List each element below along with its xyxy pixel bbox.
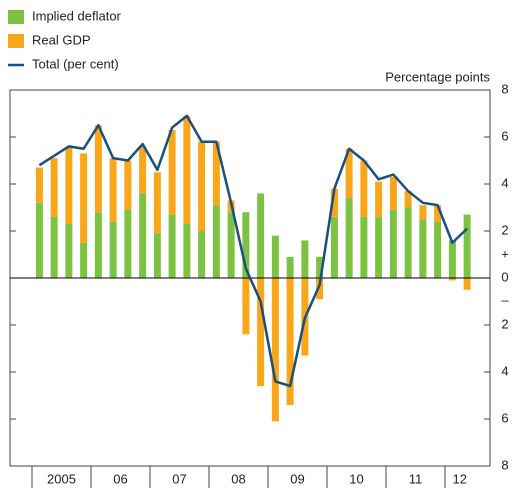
bar — [35, 202, 43, 278]
y-tick-label: 0 — [501, 269, 508, 284]
bar — [345, 198, 353, 278]
bar — [301, 240, 309, 278]
sign-mark: + — [501, 246, 509, 261]
y-tick-label: 6 — [501, 410, 508, 425]
x-tick-label: 10 — [349, 471, 363, 486]
bar — [153, 172, 161, 234]
legend-swatch — [8, 34, 24, 48]
bar — [286, 256, 294, 278]
bar — [153, 233, 161, 278]
y-tick-label: 4 — [501, 363, 508, 378]
y-tick-label: 2 — [501, 222, 508, 237]
bar — [212, 205, 220, 278]
bar — [124, 160, 132, 210]
bar — [257, 193, 265, 278]
y-tick-label: 8 — [501, 457, 508, 472]
legend-swatch — [8, 10, 24, 24]
bar — [168, 129, 176, 215]
bar — [389, 209, 397, 278]
bar — [330, 188, 338, 217]
y-tick-label: 4 — [501, 175, 508, 190]
bar — [65, 223, 73, 278]
x-tick-label: 11 — [409, 471, 423, 486]
y-tick-label: 8 — [501, 81, 508, 96]
y-axis-label: Percentage points — [385, 69, 490, 84]
line — [38, 114, 468, 388]
legend-label: Implied deflator — [32, 8, 122, 23]
x-tick-label: 09 — [290, 471, 304, 486]
legend-label: Total (per cent) — [32, 56, 119, 71]
bar — [124, 209, 132, 278]
bar — [375, 216, 383, 278]
bar — [404, 207, 412, 278]
bar — [419, 205, 427, 220]
bar — [286, 278, 294, 405]
bar — [65, 146, 73, 224]
bar — [35, 167, 43, 203]
bar — [198, 231, 206, 278]
bar — [345, 148, 353, 199]
bar — [448, 240, 456, 278]
bar — [183, 115, 191, 224]
sign-mark: – — [501, 292, 509, 307]
bar — [463, 278, 471, 290]
bar — [109, 158, 117, 222]
bar — [434, 205, 442, 222]
legend-label: Real GDP — [32, 32, 91, 47]
bar — [94, 125, 102, 213]
bar — [404, 191, 412, 208]
bar — [316, 278, 324, 300]
bar — [434, 221, 442, 278]
bar — [109, 221, 117, 278]
bar — [50, 158, 58, 217]
x-tick-label: 12 — [453, 471, 467, 486]
bar — [183, 223, 191, 278]
bar — [316, 256, 324, 278]
bar — [212, 141, 220, 206]
bar — [375, 181, 383, 217]
bar — [271, 235, 279, 278]
bar — [80, 242, 88, 278]
bar — [227, 212, 235, 278]
bar — [389, 176, 397, 210]
bar — [448, 278, 456, 281]
bar — [242, 212, 250, 278]
bar — [360, 160, 368, 217]
bar — [330, 216, 338, 278]
x-tick-label: 06 — [113, 471, 127, 486]
bar — [419, 219, 427, 278]
bar — [198, 141, 206, 231]
bar — [168, 214, 176, 278]
x-tick-label: 07 — [172, 471, 186, 486]
bar — [257, 278, 265, 387]
bar — [463, 214, 471, 278]
y-tick-label: 2 — [501, 316, 508, 331]
bar — [139, 193, 147, 278]
bar — [271, 278, 279, 422]
x-tick-label: 2005 — [47, 471, 76, 486]
bar — [94, 212, 102, 278]
bar — [360, 216, 368, 278]
y-tick-label: 6 — [501, 128, 508, 143]
bar — [50, 216, 58, 278]
x-tick-label: 08 — [231, 471, 245, 486]
bar — [242, 278, 250, 335]
bar — [80, 153, 88, 243]
bar — [139, 146, 147, 194]
